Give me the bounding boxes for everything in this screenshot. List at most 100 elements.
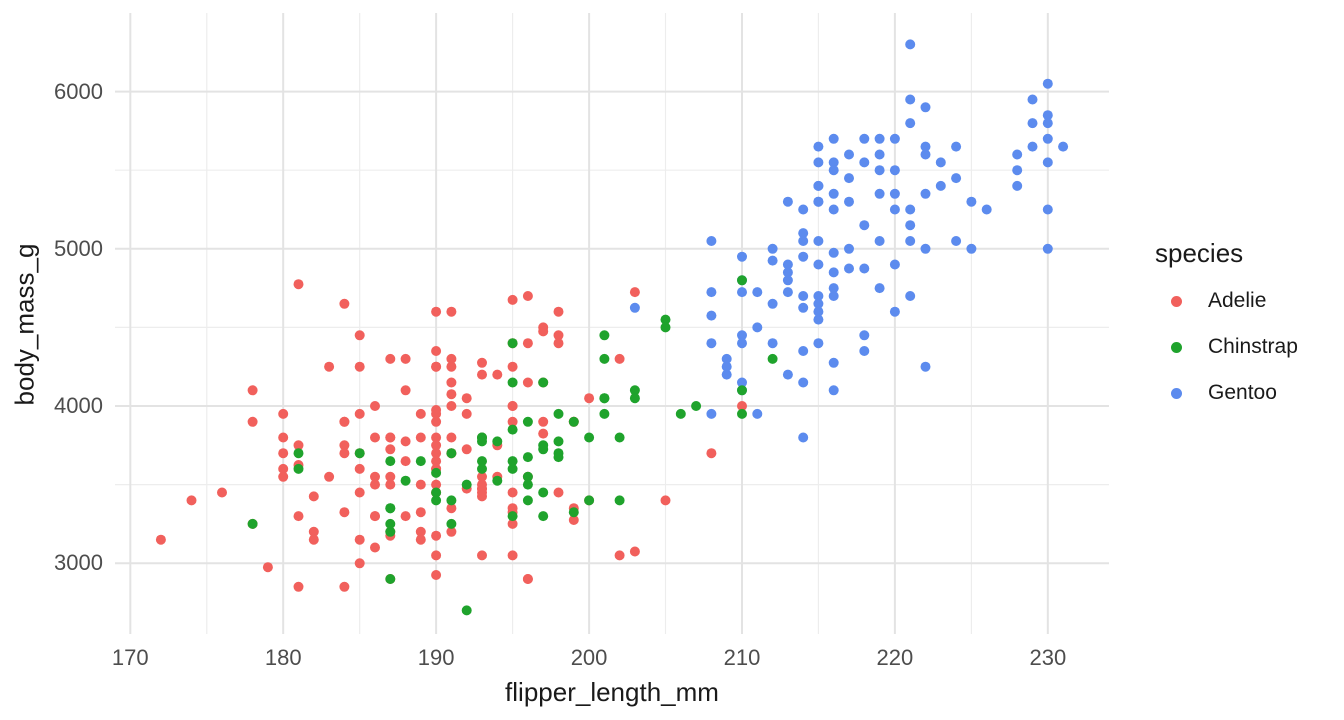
point-adelie xyxy=(461,393,472,404)
point-adelie xyxy=(507,503,518,514)
point-chinstrap xyxy=(522,479,533,490)
point-gentoo xyxy=(782,369,793,380)
point-gentoo xyxy=(737,330,747,341)
point-gentoo xyxy=(859,157,870,168)
point-chinstrap xyxy=(431,495,442,506)
point-adelie xyxy=(431,346,442,356)
point-adelie xyxy=(339,507,350,518)
point-gentoo xyxy=(874,133,885,144)
y-axis-title: body_mass_g xyxy=(9,243,40,405)
point-chinstrap xyxy=(614,495,625,506)
point-adelie xyxy=(553,487,564,498)
point-gentoo xyxy=(828,157,839,168)
point-adelie xyxy=(354,487,365,498)
point-adelie xyxy=(737,401,747,411)
y-tick-label: 3000 xyxy=(54,550,103,576)
x-tick-label: 210 xyxy=(723,645,761,670)
point-gentoo xyxy=(920,141,931,152)
point-gentoo xyxy=(889,165,900,176)
point-gentoo xyxy=(813,338,824,349)
point-adelie xyxy=(415,534,426,545)
point-adelie xyxy=(415,432,426,443)
point-gentoo xyxy=(905,94,916,105)
point-chinstrap xyxy=(767,353,778,364)
point-chinstrap xyxy=(737,408,747,419)
point-adelie xyxy=(538,416,549,427)
point-gentoo xyxy=(859,330,870,341)
point-adelie xyxy=(431,479,442,490)
point-gentoo xyxy=(813,236,824,246)
point-adelie xyxy=(568,515,579,525)
point-chinstrap xyxy=(492,475,503,486)
x-tick-label: 220 xyxy=(876,645,914,670)
point-gentoo xyxy=(935,180,946,191)
point-adelie xyxy=(614,353,625,364)
point-adelie xyxy=(217,487,227,498)
point-chinstrap xyxy=(446,495,457,506)
point-adelie xyxy=(415,479,426,490)
point-chinstrap xyxy=(599,330,610,341)
point-gentoo xyxy=(1042,157,1053,168)
point-adelie xyxy=(278,448,289,459)
point-gentoo xyxy=(828,267,839,278)
point-gentoo xyxy=(844,263,854,274)
chinstrap-swatch-icon xyxy=(1171,341,1182,353)
point-adelie xyxy=(400,353,411,364)
point-adelie xyxy=(706,448,717,459)
point-gentoo xyxy=(767,255,778,266)
point-chinstrap xyxy=(737,275,747,286)
point-gentoo xyxy=(813,298,824,309)
point-chinstrap xyxy=(584,495,595,506)
legend-item-chinstrap: Chinstrap xyxy=(1155,333,1298,361)
point-adelie xyxy=(507,294,518,305)
point-gentoo xyxy=(859,133,870,144)
point-adelie xyxy=(629,546,640,557)
point-gentoo xyxy=(966,196,977,207)
point-chinstrap xyxy=(507,463,518,474)
point-chinstrap xyxy=(660,322,671,333)
point-gentoo xyxy=(721,361,732,372)
point-gentoo xyxy=(782,259,793,270)
point-gentoo xyxy=(1042,204,1053,215)
point-adelie xyxy=(354,361,365,372)
point-chinstrap xyxy=(507,377,518,388)
point-chinstrap xyxy=(446,518,457,529)
point-adelie xyxy=(507,550,518,561)
point-chinstrap xyxy=(415,456,426,467)
point-gentoo xyxy=(813,157,824,168)
point-gentoo xyxy=(798,236,809,246)
point-gentoo xyxy=(706,287,717,298)
point-adelie xyxy=(461,408,472,419)
point-adelie xyxy=(308,534,319,545)
point-adelie xyxy=(247,416,258,427)
point-adelie xyxy=(507,416,518,427)
point-gentoo xyxy=(782,267,793,278)
point-gentoo xyxy=(1012,180,1023,191)
point-adelie xyxy=(477,471,487,482)
point-gentoo xyxy=(798,228,809,239)
point-adelie xyxy=(186,495,197,506)
point-gentoo xyxy=(721,353,732,364)
point-gentoo xyxy=(1027,118,1038,129)
point-chinstrap xyxy=(507,338,518,349)
point-adelie xyxy=(370,511,380,522)
point-gentoo xyxy=(798,346,809,356)
point-gentoo xyxy=(874,236,885,246)
point-gentoo xyxy=(920,102,931,113)
point-gentoo xyxy=(798,302,809,313)
point-gentoo xyxy=(767,243,778,254)
point-chinstrap xyxy=(385,574,396,584)
point-gentoo xyxy=(737,251,747,262)
point-adelie xyxy=(431,432,442,443)
point-adelie xyxy=(293,581,304,592)
point-gentoo xyxy=(798,432,809,443)
point-adelie xyxy=(446,526,457,537)
x-tick-label: 180 xyxy=(264,645,302,670)
point-chinstrap xyxy=(538,440,549,451)
point-gentoo xyxy=(737,287,747,298)
point-chinstrap xyxy=(553,408,564,419)
point-chinstrap xyxy=(691,401,702,411)
point-gentoo xyxy=(905,220,916,231)
point-chinstrap xyxy=(431,467,442,478)
point-gentoo xyxy=(889,306,900,317)
